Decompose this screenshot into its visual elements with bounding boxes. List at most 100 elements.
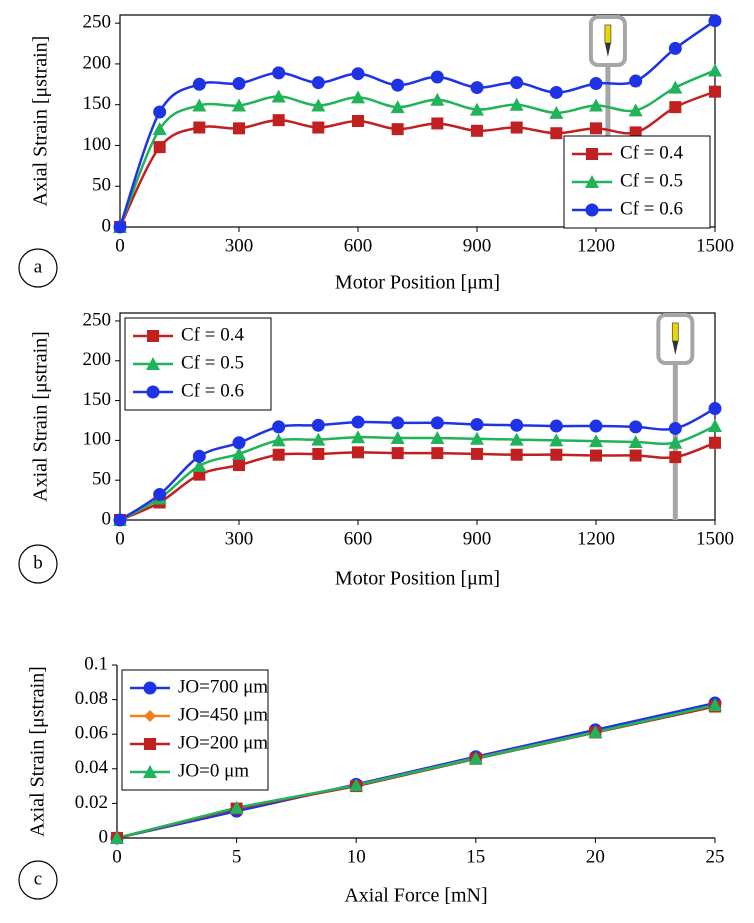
- marker: [590, 122, 602, 135]
- marker: [585, 175, 599, 188]
- panel-badge: [18, 860, 58, 900]
- marker: [708, 402, 722, 416]
- marker: [509, 97, 524, 111]
- marker: [550, 448, 563, 461]
- x-axis-label: Axial Force [mN]: [344, 885, 487, 907]
- marker: [349, 778, 364, 792]
- marker: [351, 90, 365, 104]
- y-tick-label: 0: [99, 826, 109, 847]
- marker: [193, 121, 206, 134]
- marker: [589, 434, 603, 448]
- marker: [629, 126, 642, 139]
- x-tick-label: 1500: [696, 528, 734, 549]
- marker: [550, 127, 563, 140]
- marker: [272, 420, 286, 434]
- chart: 0 50 100 150 200 250 0 300 600 900 1200 1500 Motor P…: [18, 309, 734, 590]
- y-tick-label: 0.1: [84, 653, 108, 674]
- marker: [709, 85, 721, 98]
- marker: [153, 105, 167, 119]
- x-tick-label: 300: [225, 235, 254, 256]
- x-tick-label: 1200: [577, 235, 615, 256]
- legend-box: [121, 669, 269, 791]
- probe-body: [604, 24, 612, 44]
- marker: [628, 103, 643, 117]
- y-tick-label: 0: [102, 508, 112, 529]
- marker: [153, 488, 167, 502]
- x-tick-label: 0: [115, 528, 125, 549]
- marker: [431, 117, 444, 130]
- marker: [271, 433, 286, 447]
- x-axis-label: Motor Position [μm]: [335, 568, 500, 590]
- legend-label: JO=200 μm: [178, 732, 268, 753]
- marker: [311, 418, 325, 432]
- y-tick-label: 100: [83, 429, 112, 450]
- legend: JO=700 μm JO=450 μm JO=200 μm JO=0 μm: [121, 669, 269, 791]
- chart: 0 50 100 150 200 250 0 300 600 900 1200 1500 Motor P…: [18, 12, 734, 294]
- marker: [232, 76, 246, 90]
- marker: [586, 148, 598, 160]
- marker: [510, 121, 523, 134]
- y-tick-label: 200: [83, 349, 112, 370]
- series-line: [116, 703, 716, 840]
- panel-label: a: [34, 256, 43, 277]
- marker: [351, 430, 365, 444]
- probe-tip: [604, 43, 611, 57]
- y-axis-label: Axial Strain [μstrain]: [27, 666, 49, 837]
- marker: [668, 421, 682, 435]
- x-tick-label: 15: [466, 846, 485, 867]
- marker: [233, 122, 245, 135]
- marker: [391, 78, 405, 92]
- panel-label: c: [34, 868, 42, 889]
- marker: [510, 76, 524, 90]
- marker: [585, 203, 599, 217]
- marker: [272, 66, 286, 80]
- plot-frame: [119, 312, 716, 521]
- marker: [391, 416, 405, 430]
- series-line: [119, 424, 716, 522]
- marker: [271, 89, 286, 103]
- legend-label: Cf = 0.5: [181, 352, 244, 373]
- marker: [510, 418, 524, 432]
- marker: [192, 449, 206, 463]
- marker: [629, 420, 643, 434]
- marker: [708, 419, 722, 433]
- plot-frame: [119, 14, 716, 228]
- marker: [708, 63, 722, 77]
- marker: [471, 447, 483, 460]
- legend-label: JO=450 μm: [178, 704, 268, 725]
- y-axis-label: Axial Strain [μstrain]: [30, 331, 52, 502]
- marker: [669, 101, 682, 114]
- legend-label: JO=700 μm: [178, 676, 268, 697]
- marker: [272, 114, 285, 127]
- panel-badge: [18, 248, 58, 288]
- marker: [233, 459, 245, 472]
- marker: [311, 432, 326, 446]
- x-axis-label: Motor Position [μm]: [335, 272, 500, 294]
- legend-label: Cf = 0.4: [181, 324, 244, 345]
- y-tick-label: 0.04: [75, 757, 109, 778]
- marker: [312, 121, 325, 134]
- legend-label: Cf = 0.4: [620, 142, 683, 163]
- marker: [471, 124, 483, 137]
- marker: [311, 76, 325, 90]
- marker: [709, 436, 721, 449]
- marker: [143, 765, 157, 778]
- marker: [629, 74, 643, 88]
- legend-label: Cf = 0.5: [620, 170, 683, 191]
- marker: [430, 416, 444, 430]
- marker: [390, 430, 405, 444]
- marker: [352, 446, 364, 459]
- y-tick-label: 250: [83, 12, 112, 33]
- x-tick-label: 1500: [696, 235, 734, 256]
- marker: [352, 115, 364, 127]
- marker: [390, 100, 405, 114]
- marker: [669, 451, 682, 464]
- marker: [470, 102, 484, 116]
- x-tick-label: 5: [232, 846, 242, 867]
- y-tick-label: 0.02: [75, 792, 108, 813]
- marker: [153, 141, 166, 154]
- x-tick-label: 900: [463, 528, 492, 549]
- marker: [590, 449, 602, 462]
- marker: [589, 419, 603, 433]
